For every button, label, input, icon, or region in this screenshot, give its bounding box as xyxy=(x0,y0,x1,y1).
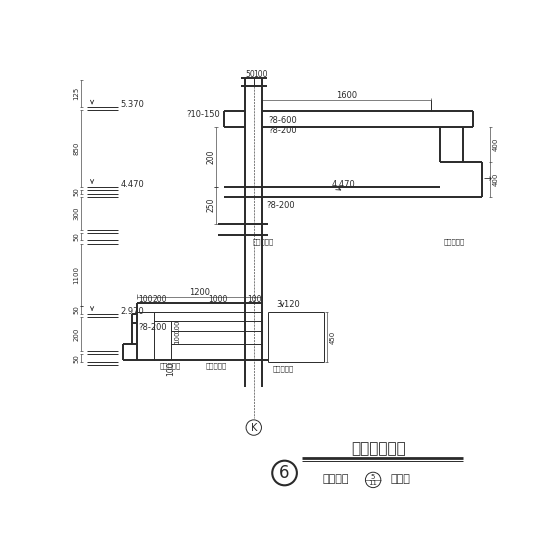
Text: 号节点: 号节点 xyxy=(390,474,410,484)
Text: 详板配筋图: 详板配筋图 xyxy=(444,238,465,245)
Text: 详板配筋图: 详板配筋图 xyxy=(253,238,274,245)
Text: 1000: 1000 xyxy=(208,295,227,304)
Text: 400: 400 xyxy=(493,138,499,151)
Text: ?8-600: ?8-600 xyxy=(268,116,297,125)
Text: 400: 400 xyxy=(493,172,499,185)
Text: 50: 50 xyxy=(74,188,80,197)
Text: 详板配筋图: 详板配筋图 xyxy=(205,363,227,369)
Text: ?8-200: ?8-200 xyxy=(268,126,297,135)
Text: 50: 50 xyxy=(245,69,255,78)
Text: 1600: 1600 xyxy=(336,91,357,100)
Text: ?8-200: ?8-200 xyxy=(138,323,167,332)
Text: 3.120: 3.120 xyxy=(276,300,300,309)
Text: 4.470: 4.470 xyxy=(332,180,356,189)
Text: 200: 200 xyxy=(206,150,215,164)
Text: 100: 100 xyxy=(174,331,180,344)
Text: 入口门厅大样: 入口门厅大样 xyxy=(351,441,406,456)
Text: 450: 450 xyxy=(330,330,336,344)
Text: 100: 100 xyxy=(247,295,262,304)
Text: 100: 100 xyxy=(166,362,175,376)
Text: 100: 100 xyxy=(174,319,180,333)
Text: 200: 200 xyxy=(74,327,80,340)
Text: 详板配筋图: 详板配筋图 xyxy=(272,365,294,372)
Text: ?10-150: ?10-150 xyxy=(186,110,220,119)
Text: 对应建施: 对应建施 xyxy=(323,474,349,484)
Text: 2.970: 2.970 xyxy=(121,307,144,316)
Text: →: → xyxy=(483,175,491,185)
Text: 4.470: 4.470 xyxy=(121,180,144,189)
FancyArrowPatch shape xyxy=(336,186,341,190)
Text: 5: 5 xyxy=(371,474,375,480)
Text: 250: 250 xyxy=(206,198,215,212)
Text: 100: 100 xyxy=(253,69,268,78)
Text: 50: 50 xyxy=(74,232,80,241)
Text: 11: 11 xyxy=(369,480,378,486)
Text: 1200: 1200 xyxy=(189,287,210,297)
Text: 6: 6 xyxy=(279,464,290,482)
Text: 5.370: 5.370 xyxy=(121,100,144,109)
Text: 50: 50 xyxy=(74,354,80,363)
Text: 1100: 1100 xyxy=(74,265,80,284)
Text: 300: 300 xyxy=(74,207,80,220)
Text: 详板配筋图: 详板配筋图 xyxy=(160,363,181,369)
Text: 850: 850 xyxy=(74,142,80,155)
Text: K: K xyxy=(251,423,257,432)
Text: 100: 100 xyxy=(138,295,153,304)
Text: 125: 125 xyxy=(74,87,80,100)
Text: ?8-200: ?8-200 xyxy=(266,201,295,211)
Text: 50: 50 xyxy=(74,305,80,314)
Text: 200: 200 xyxy=(153,295,167,304)
